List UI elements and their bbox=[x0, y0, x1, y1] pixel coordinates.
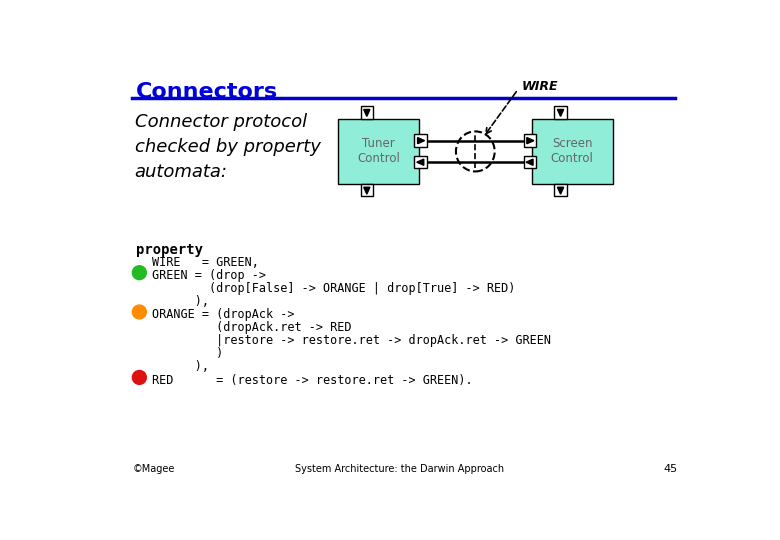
Text: ),: ), bbox=[152, 361, 209, 374]
Text: (dropAck.ret -> RED: (dropAck.ret -> RED bbox=[152, 321, 351, 334]
Polygon shape bbox=[558, 187, 564, 194]
FancyBboxPatch shape bbox=[338, 119, 419, 184]
Polygon shape bbox=[558, 110, 564, 117]
Circle shape bbox=[133, 266, 147, 280]
Text: WIRE   = GREEN,: WIRE = GREEN, bbox=[152, 256, 259, 269]
Text: property: property bbox=[136, 244, 204, 258]
Bar bbox=[555, 184, 567, 197]
Text: RED      = (restore -> restore.ret -> GREEN).: RED = (restore -> restore.ret -> GREEN). bbox=[152, 374, 473, 387]
Text: 45: 45 bbox=[663, 464, 677, 475]
Bar bbox=[414, 134, 427, 147]
Bar bbox=[523, 134, 536, 147]
Circle shape bbox=[133, 370, 147, 384]
Text: System Architecture: the Darwin Approach: System Architecture: the Darwin Approach bbox=[295, 464, 505, 475]
Polygon shape bbox=[526, 159, 533, 165]
Text: ORANGE = (dropAck ->: ORANGE = (dropAck -> bbox=[152, 308, 294, 321]
Text: ): ) bbox=[152, 347, 223, 360]
Polygon shape bbox=[526, 138, 534, 144]
Text: Connector protocol
checked by property
automata:: Connector protocol checked by property a… bbox=[135, 112, 321, 180]
Polygon shape bbox=[417, 159, 424, 165]
FancyBboxPatch shape bbox=[531, 119, 613, 184]
Circle shape bbox=[133, 305, 147, 319]
Bar bbox=[523, 156, 536, 168]
Text: ©Magee: ©Magee bbox=[133, 464, 175, 475]
Bar bbox=[414, 156, 427, 168]
Polygon shape bbox=[363, 187, 370, 194]
Text: |restore -> restore.ret -> dropAck.ret -> GREEN: |restore -> restore.ret -> dropAck.ret -… bbox=[152, 334, 551, 347]
Polygon shape bbox=[363, 110, 370, 117]
Bar bbox=[360, 106, 373, 119]
Text: Tuner
Control: Tuner Control bbox=[357, 137, 400, 165]
Text: Connectors: Connectors bbox=[136, 82, 278, 102]
Text: (drop[False] -> ORANGE | drop[True] -> RED): (drop[False] -> ORANGE | drop[True] -> R… bbox=[152, 282, 515, 295]
Bar bbox=[555, 106, 567, 119]
Text: Screen
Control: Screen Control bbox=[551, 137, 594, 165]
Text: ),: ), bbox=[152, 295, 209, 308]
Text: WIRE: WIRE bbox=[522, 80, 558, 93]
Text: GREEN = (drop ->: GREEN = (drop -> bbox=[152, 269, 266, 282]
Polygon shape bbox=[417, 138, 424, 144]
Bar bbox=[360, 184, 373, 197]
